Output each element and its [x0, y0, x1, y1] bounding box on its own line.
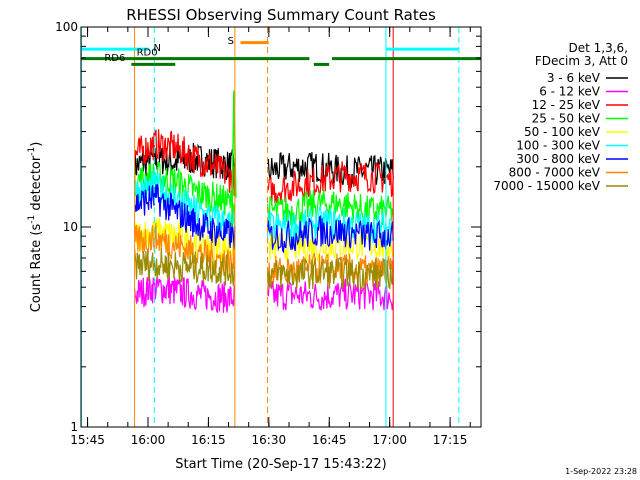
y-axis-label: Count Rate (s-1 detector-1): [27, 142, 44, 313]
chart-title: RHESSI Observing Summary Count Rates: [126, 6, 436, 24]
series-group: [134, 184, 394, 254]
legend-entry-label: 50 - 100 keV: [524, 125, 601, 139]
series-line: [266, 256, 394, 291]
legend-header-line: Det 1,3,6,: [569, 41, 629, 55]
x-tick-label: 17:15: [433, 433, 468, 447]
legend-entry-label: 6 - 12 keV: [539, 85, 601, 99]
series-group: [134, 129, 394, 206]
legend-entry-label: 25 - 50 keV: [532, 112, 601, 126]
series-line: [134, 129, 236, 197]
series-line: [266, 206, 394, 244]
series-line: [266, 214, 394, 254]
series-group: [134, 273, 394, 313]
x-tick-label: 16:45: [312, 433, 347, 447]
series-line: [134, 222, 236, 278]
series-line: [134, 142, 236, 183]
series-line: [266, 278, 394, 311]
series-line: [134, 273, 236, 313]
flag-label: N: [154, 43, 161, 54]
legend-entry-label: 3 - 6 keV: [547, 71, 601, 85]
flag-label: RD0: [137, 47, 158, 58]
axes: 1 10 100 15:45 16:00 16:15 16:30 16:45 17:00 17:1…: [55, 20, 481, 447]
x-tick-label: 15:45: [70, 433, 105, 447]
series-line: [134, 248, 236, 287]
x-tick-label: 16:15: [191, 433, 226, 447]
legend-entry-label: 7000 - 15000 keV: [493, 179, 600, 193]
series-line: [266, 252, 394, 288]
legend-header-line: FDecim 3, Att 0: [535, 54, 628, 68]
legend-entry-label: 300 - 800 keV: [516, 152, 600, 166]
legend-entry-label: 100 - 300 keV: [516, 139, 600, 153]
footer-timestamp: 1-Sep-2022 23:28: [565, 467, 637, 476]
x-tick-label: 16:00: [131, 433, 166, 447]
legend-entry-label: 800 - 7000 keV: [509, 166, 601, 180]
y-tick-label: 100: [55, 20, 78, 34]
x-tick-label: 17:00: [372, 433, 407, 447]
series-group: [134, 222, 394, 288]
y-tick-label: 1: [70, 420, 78, 434]
y-tick-label: 10: [63, 220, 78, 234]
series-line: [266, 161, 394, 206]
x-axis-label: Start Time (20-Sep-17 15:43:22): [175, 457, 386, 472]
series-group: [134, 248, 394, 291]
series-line: [134, 184, 236, 250]
series-group: [134, 217, 394, 264]
legend-entry-label: 12 - 25 keV: [532, 98, 601, 112]
flag-label: RD6: [104, 53, 125, 64]
flag-label: S: [228, 36, 234, 47]
x-tick-label: 16:30: [252, 433, 287, 447]
